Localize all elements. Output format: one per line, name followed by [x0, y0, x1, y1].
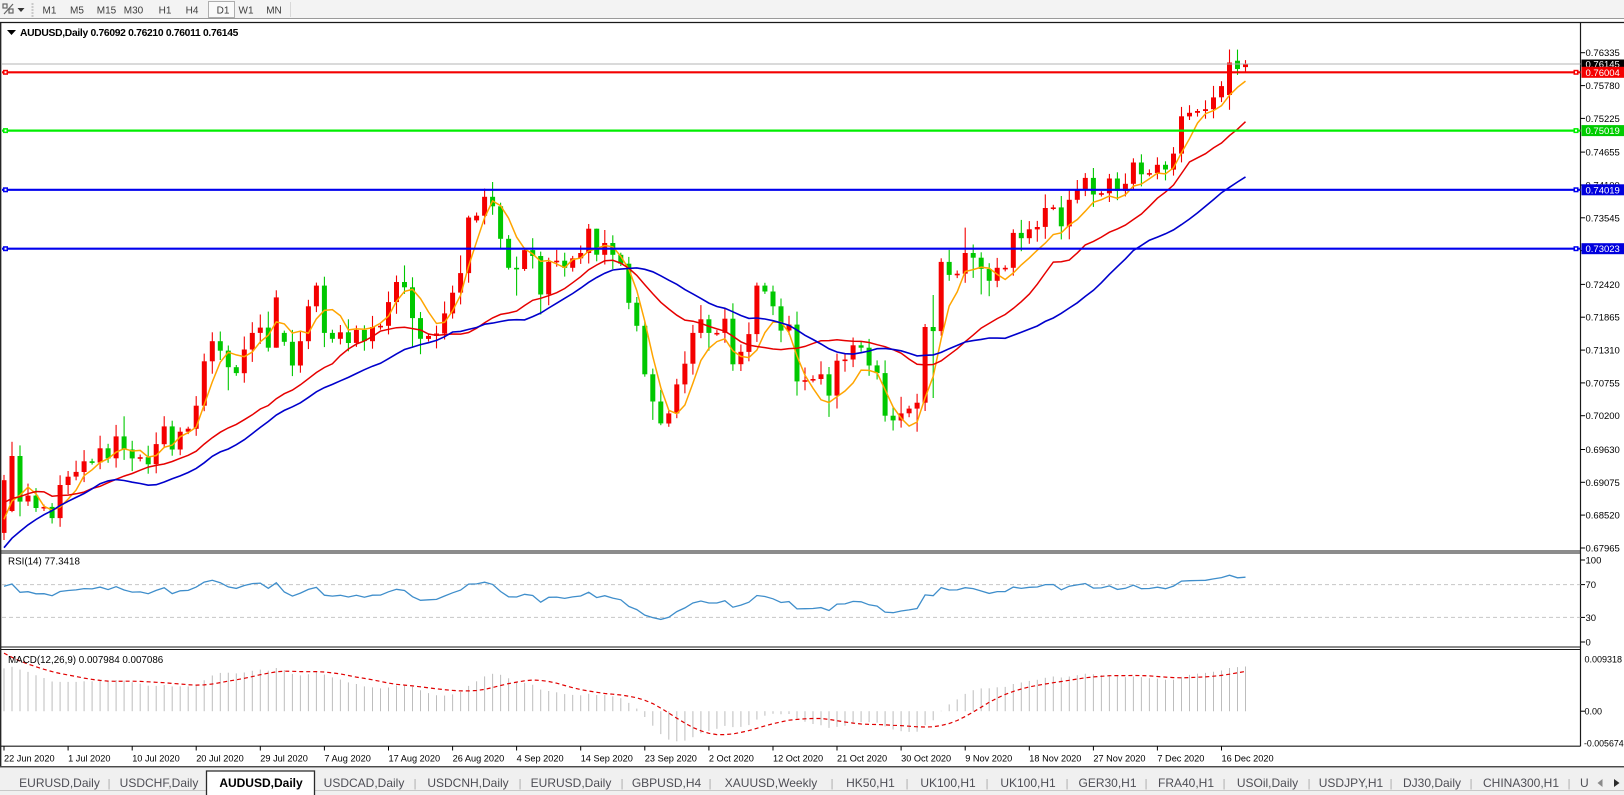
svg-text:H4: H4	[186, 6, 199, 17]
svg-text:29 Jul 2020: 29 Jul 2020	[260, 754, 308, 764]
svg-text:0.68520: 0.68520	[1586, 511, 1620, 522]
svg-text:0.70200: 0.70200	[1586, 411, 1620, 422]
svg-text:CHINA300,H1: CHINA300,H1	[1483, 776, 1559, 790]
svg-text:26 Aug 2020: 26 Aug 2020	[453, 754, 505, 764]
svg-text:27 Nov 2020: 27 Nov 2020	[1093, 754, 1145, 764]
svg-text:22 Jun 2020: 22 Jun 2020	[4, 754, 55, 764]
svg-text:7 Dec 2020: 7 Dec 2020	[1157, 754, 1204, 764]
svg-text:0.73023: 0.73023	[1586, 244, 1620, 255]
svg-text:4 Sep 2020: 4 Sep 2020	[517, 754, 564, 764]
svg-text:|: |	[519, 778, 522, 790]
svg-text:21 Oct 2020: 21 Oct 2020	[837, 754, 887, 764]
svg-text:0.69075: 0.69075	[1586, 478, 1620, 489]
svg-text:-0.005674: -0.005674	[1584, 739, 1624, 749]
svg-text:USDCNH,Daily: USDCNH,Daily	[427, 776, 508, 790]
svg-text:14 Sep 2020: 14 Sep 2020	[581, 754, 633, 764]
svg-text:18 Nov 2020: 18 Nov 2020	[1029, 754, 1081, 764]
svg-text:|: |	[1145, 778, 1148, 790]
svg-text:GBPUSD,H4: GBPUSD,H4	[632, 776, 702, 790]
svg-text:|: |	[1568, 778, 1571, 790]
svg-text:|: |	[1390, 778, 1393, 790]
svg-text:30: 30	[1586, 613, 1597, 624]
svg-text:|: |	[709, 778, 712, 790]
svg-text:GER30,H1: GER30,H1	[1078, 776, 1136, 790]
svg-text:USOil,Daily: USOil,Daily	[1237, 776, 1298, 790]
svg-text:1 Jul 2020: 1 Jul 2020	[68, 754, 110, 764]
svg-text:H1: H1	[159, 6, 172, 17]
svg-text:30 Oct 2020: 30 Oct 2020	[901, 754, 951, 764]
svg-text:DJ30,Daily: DJ30,Daily	[1403, 776, 1461, 790]
svg-text:0.76145: 0.76145	[1586, 60, 1620, 71]
svg-text:|: |	[621, 778, 624, 790]
svg-text:XAUUSD,Weekly: XAUUSD,Weekly	[725, 776, 817, 790]
svg-text:0.75780: 0.75780	[1586, 81, 1620, 92]
svg-text:|: |	[906, 778, 909, 790]
svg-text:20 Jul 2020: 20 Jul 2020	[196, 754, 244, 764]
svg-text:12 Oct 2020: 12 Oct 2020	[773, 754, 823, 764]
svg-text:16 Dec 2020: 16 Dec 2020	[1222, 754, 1274, 764]
svg-text:AUDUSD,Daily: AUDUSD,Daily	[219, 776, 303, 790]
svg-text:USDJPY,H1: USDJPY,H1	[1319, 776, 1384, 790]
svg-text:0.75225: 0.75225	[1586, 114, 1620, 125]
svg-text:USDCAD,Daily: USDCAD,Daily	[324, 776, 405, 790]
svg-text:EURUSD,Daily: EURUSD,Daily	[531, 776, 612, 790]
svg-text:0.71865: 0.71865	[1586, 313, 1620, 324]
svg-text:|: |	[108, 778, 111, 790]
svg-text:|: |	[414, 778, 417, 790]
svg-text:D1: D1	[217, 6, 230, 17]
svg-text:U: U	[1580, 776, 1589, 790]
svg-text:70: 70	[1586, 580, 1597, 591]
svg-text:UK100,H1: UK100,H1	[920, 776, 976, 790]
svg-text:0.76335: 0.76335	[1586, 48, 1620, 59]
svg-text:0.69630: 0.69630	[1586, 445, 1620, 456]
svg-text:17 Aug 2020: 17 Aug 2020	[389, 754, 441, 764]
svg-text:UK100,H1: UK100,H1	[1000, 776, 1056, 790]
svg-text:M1: M1	[43, 6, 57, 17]
svg-text:0.71310: 0.71310	[1586, 346, 1620, 357]
svg-text:EURUSD,Daily: EURUSD,Daily	[19, 776, 100, 790]
svg-text:0.73545: 0.73545	[1586, 213, 1620, 224]
svg-text:AUDUSD,Daily 0.76092 0.76210: AUDUSD,Daily 0.76092 0.76210 0.76011 0.7…	[20, 28, 239, 39]
svg-text:|: |	[1308, 778, 1311, 790]
svg-text:HK50,H1: HK50,H1	[846, 776, 895, 790]
svg-text:MN: MN	[266, 6, 282, 17]
svg-text:|: |	[986, 778, 989, 790]
svg-text:MACD(12,26,9) 0.007984 0.00708: MACD(12,26,9) 0.007984 0.007086	[8, 655, 164, 666]
svg-text:100: 100	[1586, 556, 1602, 567]
svg-text:|: |	[1066, 778, 1069, 790]
svg-text:0.70755: 0.70755	[1586, 378, 1620, 389]
svg-text:0.74019: 0.74019	[1586, 185, 1620, 196]
svg-text:2 Oct 2020: 2 Oct 2020	[709, 754, 754, 764]
svg-text:0.009318: 0.009318	[1585, 655, 1623, 665]
svg-text:|: |	[1470, 778, 1473, 790]
svg-text:7 Aug 2020: 7 Aug 2020	[324, 754, 371, 764]
svg-text:FRA40,H1: FRA40,H1	[1158, 776, 1214, 790]
svg-text:0: 0	[1586, 638, 1591, 649]
svg-text:RSI(14) 77.3418: RSI(14) 77.3418	[8, 557, 80, 568]
svg-text:|: |	[1223, 778, 1226, 790]
svg-text:0.75019: 0.75019	[1586, 126, 1620, 137]
svg-text:0.74655: 0.74655	[1586, 148, 1620, 159]
svg-text:10 Jul 2020: 10 Jul 2020	[132, 754, 180, 764]
svg-text:M30: M30	[124, 6, 144, 17]
svg-text:23 Sep 2020: 23 Sep 2020	[645, 754, 697, 764]
svg-text:M15: M15	[97, 6, 117, 17]
svg-text:|: |	[831, 778, 834, 790]
svg-text:USDCHF,Daily: USDCHF,Daily	[120, 776, 199, 790]
svg-text:0.72420: 0.72420	[1586, 280, 1620, 291]
svg-text:W1: W1	[239, 6, 254, 17]
svg-text:0.00: 0.00	[1585, 707, 1603, 717]
svg-text:0.76004: 0.76004	[1586, 68, 1620, 79]
svg-text:9 Nov 2020: 9 Nov 2020	[965, 754, 1012, 764]
svg-text:0.67965: 0.67965	[1586, 544, 1620, 555]
svg-text:M5: M5	[70, 6, 84, 17]
